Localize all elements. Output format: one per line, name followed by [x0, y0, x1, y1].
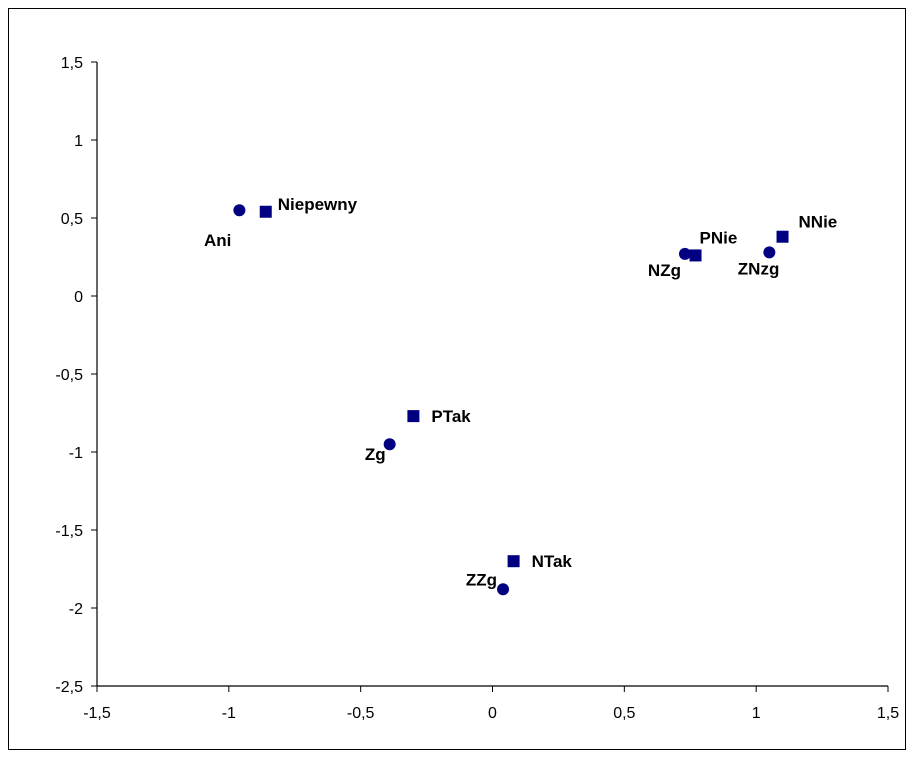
label-ntak: NTak: [532, 552, 573, 571]
y-tick-label: 1: [74, 133, 83, 150]
point-zzg: [497, 583, 510, 596]
x-tick-label: -1,5: [83, 705, 111, 722]
point-ani: [233, 204, 246, 217]
data-points: [233, 204, 789, 596]
chart-frame: [8, 8, 906, 750]
point-ntak: [507, 555, 520, 568]
label-nnie: NNie: [799, 213, 838, 232]
y-tick-label: -0,5: [55, 367, 83, 384]
point-labels: Ani NZg ZNzg Zg ZZg Niepewny PNie NNie PTak NTak: [204, 195, 837, 590]
point-nzg: [678, 247, 691, 260]
point-niepewny: [259, 205, 272, 218]
x-tick-label: 0: [488, 705, 497, 722]
label-zg: Zg: [365, 445, 386, 464]
x-tick-label: 1,5: [877, 705, 899, 722]
label-niepewny: Niepewny: [278, 195, 358, 214]
x-tick-label: -1: [222, 705, 236, 722]
point-zg: [383, 438, 396, 451]
label-ani: Ani: [204, 231, 231, 250]
x-tick-label: -0,5: [347, 705, 375, 722]
ticks: 1,510,50-0,5-1-1,5-2-2,5-1,5 -1 -0,5 0 0,5 1 1…: [55, 55, 899, 722]
label-pnie: PNie: [700, 228, 738, 247]
point-nnie: [776, 230, 789, 243]
y-tick-label: -2: [69, 601, 83, 618]
label-znzg: ZNzg: [738, 259, 780, 278]
y-tick-label: 0,5: [61, 211, 83, 228]
x-tick-label: 1: [752, 705, 761, 722]
y-tick-label: 0: [74, 289, 83, 306]
y-tick-label: -1: [69, 445, 83, 462]
x-tick-label: 0,5: [613, 705, 635, 722]
label-zzg: ZZg: [466, 570, 497, 589]
y-tick-label: -1,5: [55, 523, 83, 540]
point-pnie: [689, 249, 702, 262]
label-nzg: NZg: [648, 261, 681, 280]
point-ptak: [407, 410, 420, 423]
label-ptak: PTak: [431, 407, 471, 426]
y-tick-label: -2,5: [55, 679, 83, 696]
axes: [96, 62, 888, 687]
point-znzg: [763, 246, 776, 259]
y-tick-label: 1,5: [61, 55, 83, 72]
